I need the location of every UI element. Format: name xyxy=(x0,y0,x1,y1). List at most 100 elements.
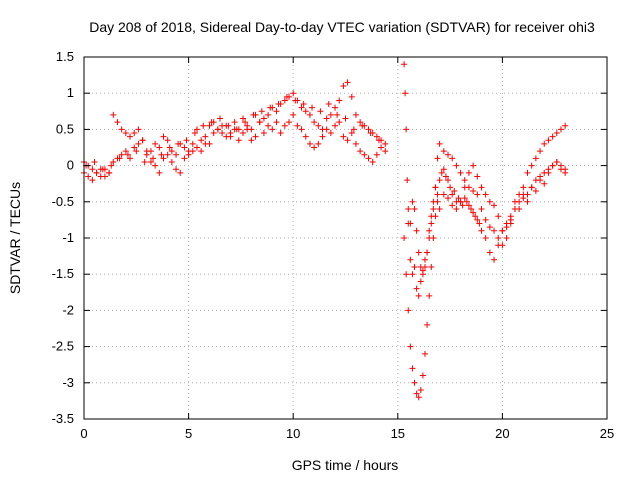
data-point xyxy=(336,97,343,104)
data-point xyxy=(198,148,205,155)
data-point xyxy=(311,144,318,151)
data-point xyxy=(453,206,460,213)
data-point xyxy=(503,224,510,231)
data-point xyxy=(281,122,288,129)
data-point xyxy=(91,158,98,165)
data-point xyxy=(286,119,293,126)
data-point xyxy=(216,115,223,122)
data-point xyxy=(455,195,462,202)
data-point xyxy=(507,216,514,223)
data-point xyxy=(306,111,313,118)
data-point xyxy=(265,122,272,129)
data-point xyxy=(89,166,96,173)
data-point xyxy=(532,155,539,162)
data-point xyxy=(449,202,456,209)
data-point xyxy=(524,169,531,176)
data-point xyxy=(344,137,351,144)
data-point xyxy=(133,148,140,155)
data-point xyxy=(127,133,134,140)
data-point xyxy=(470,162,477,169)
data-point xyxy=(143,148,150,155)
data-point xyxy=(118,126,125,133)
data-point xyxy=(283,93,290,100)
data-point xyxy=(537,177,544,184)
data-point xyxy=(309,104,316,111)
data-point xyxy=(168,148,175,155)
data-point xyxy=(256,119,263,126)
data-point xyxy=(562,122,569,129)
data-point xyxy=(373,133,380,140)
x-tick-label: 5 xyxy=(185,426,192,441)
data-point xyxy=(411,206,418,213)
data-point xyxy=(193,126,200,133)
data-point xyxy=(474,191,481,198)
data-point xyxy=(432,184,439,191)
data-point xyxy=(306,140,313,147)
data-point xyxy=(181,144,188,151)
data-point xyxy=(101,173,108,180)
data-point xyxy=(459,202,466,209)
data-point xyxy=(403,126,410,133)
data-point xyxy=(373,151,380,158)
data-point xyxy=(214,126,221,133)
data-point xyxy=(191,130,198,137)
data-point xyxy=(421,256,428,263)
y-tick-label: 1.5 xyxy=(56,49,74,64)
data-point xyxy=(116,155,123,162)
data-point xyxy=(491,202,498,209)
data-point xyxy=(156,144,163,151)
data-point xyxy=(183,137,190,144)
y-axis-ticks: -3.5 -3 -2.5 -2 -1.5 -1 -0.5 0 0.5 1 1.5 xyxy=(52,49,607,426)
data-point xyxy=(122,148,129,155)
data-point xyxy=(495,213,502,220)
data-point xyxy=(553,130,560,137)
data-point xyxy=(440,166,447,173)
data-point xyxy=(378,144,385,151)
data-point xyxy=(147,158,154,165)
data-point xyxy=(426,235,433,241)
data-point xyxy=(198,137,205,144)
data-point xyxy=(185,151,192,158)
data-point xyxy=(302,108,309,115)
data-point xyxy=(290,90,297,97)
data-point xyxy=(93,169,100,176)
data-point xyxy=(478,227,485,234)
data-point xyxy=(532,187,539,194)
data-point xyxy=(557,166,564,173)
data-point xyxy=(434,191,441,198)
data-point xyxy=(250,111,257,118)
data-point xyxy=(491,227,498,234)
data-point xyxy=(334,111,341,118)
data-point xyxy=(231,119,238,126)
data-point xyxy=(164,137,171,144)
data-point xyxy=(486,249,493,256)
data-point xyxy=(315,122,322,129)
data-point xyxy=(359,122,366,129)
data-point xyxy=(323,126,330,133)
data-point xyxy=(419,372,426,379)
data-point xyxy=(407,256,414,263)
data-point xyxy=(428,220,435,227)
data-point xyxy=(277,130,284,137)
data-point xyxy=(465,169,472,176)
data-point xyxy=(124,151,131,158)
data-point xyxy=(562,169,569,176)
data-point xyxy=(520,191,527,198)
data-point xyxy=(382,148,389,155)
data-point xyxy=(160,133,167,140)
data-point xyxy=(122,130,129,137)
data-point xyxy=(350,126,357,133)
data-point xyxy=(106,169,113,176)
data-point xyxy=(411,263,418,270)
data-point xyxy=(428,213,435,220)
y-tick-label: -1 xyxy=(62,230,74,245)
data-point xyxy=(402,90,409,97)
data-point xyxy=(298,104,305,111)
data-point xyxy=(208,119,215,126)
data-point xyxy=(244,126,251,133)
data-point xyxy=(445,177,452,184)
data-point xyxy=(407,220,414,227)
data-point xyxy=(225,122,232,129)
data-point xyxy=(281,97,288,104)
y-tick-label: -0.5 xyxy=(52,194,74,209)
